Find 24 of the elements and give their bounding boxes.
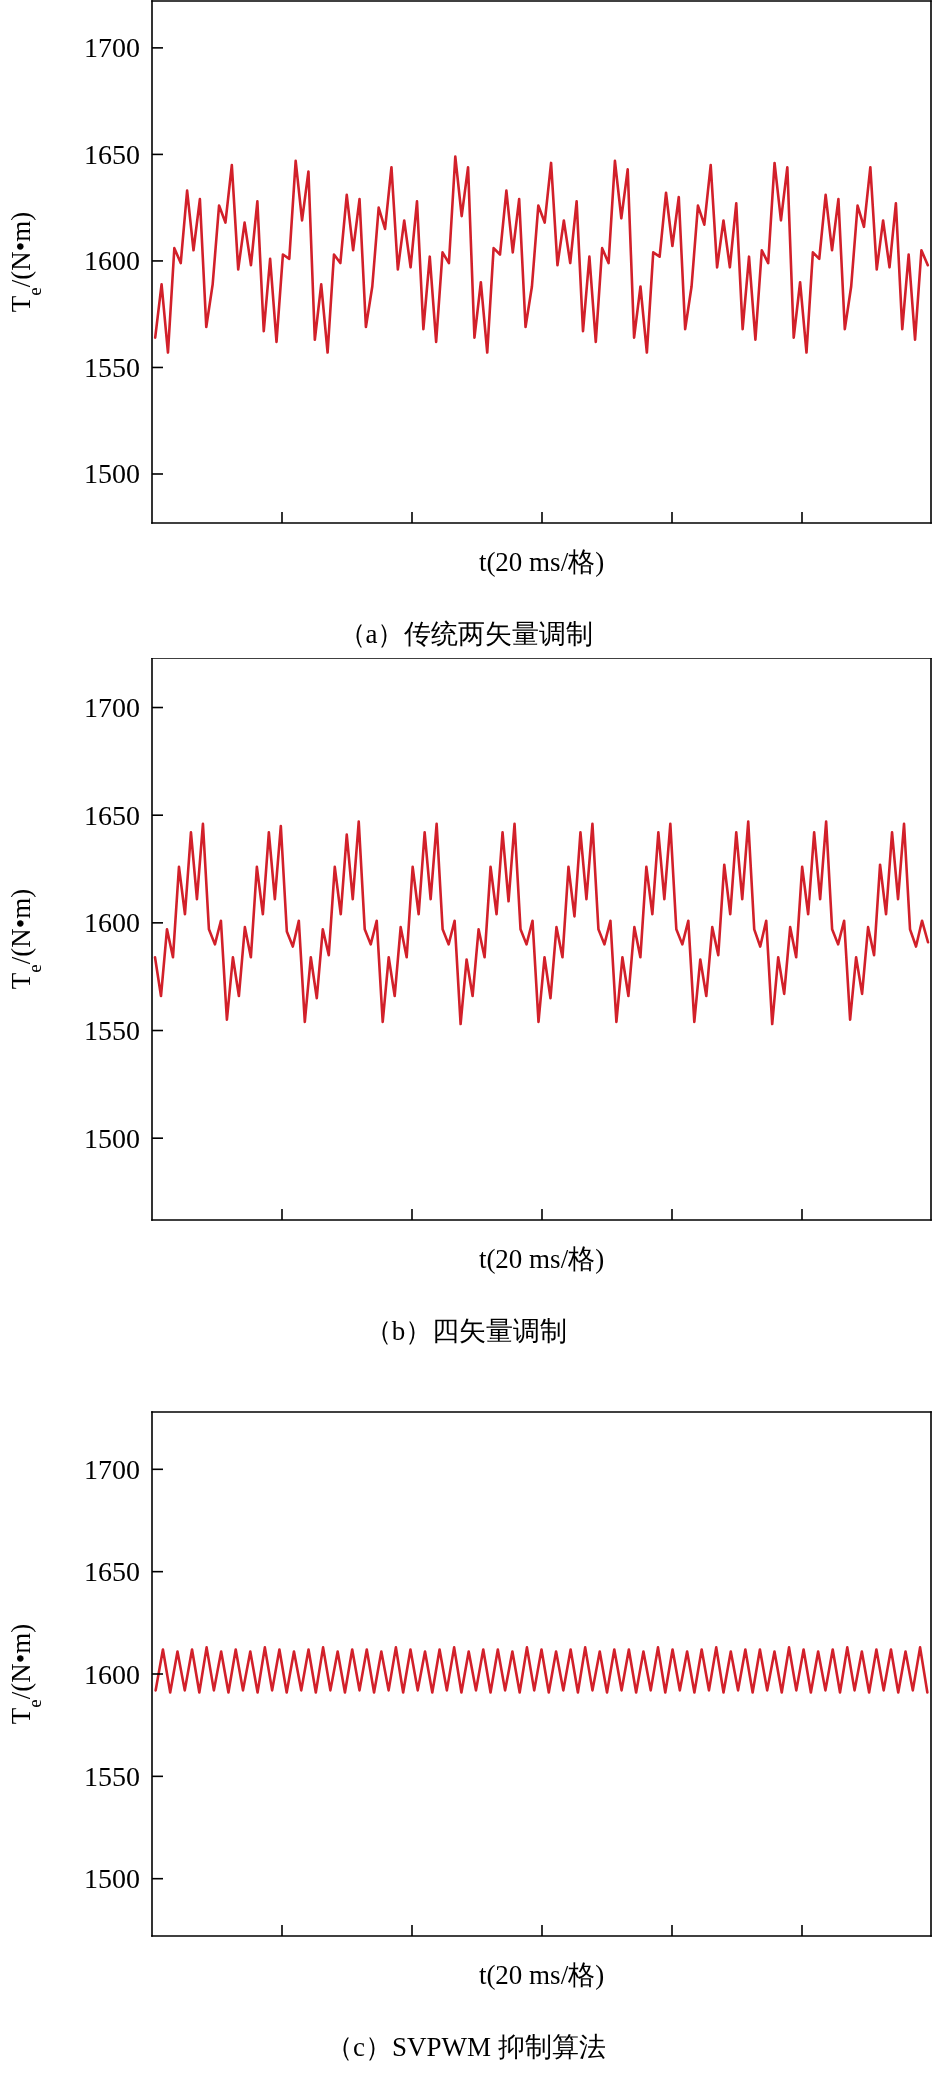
x-axis-title: t(20 ms/格): [478, 1960, 605, 1990]
line-series: [154, 1646, 929, 1694]
y-tick-label: 1500: [84, 1122, 140, 1154]
y-tick-label: 1650: [84, 138, 140, 170]
y-tick-label: 1700: [84, 32, 140, 64]
y-tick-label: 1600: [84, 1658, 140, 1690]
y-tick-label: 1650: [84, 799, 140, 831]
text: （b）四矢量调制: [364, 1316, 568, 1346]
y-tick-label: 1550: [84, 1015, 140, 1047]
y-tick-label: 1500: [84, 458, 140, 490]
y-tick-label: 1700: [84, 692, 140, 724]
y-tick-label: 1700: [84, 1453, 140, 1485]
line-series: [153, 820, 930, 1026]
text: （c）SVPWM 抑制算法: [326, 2032, 606, 2062]
line-series: [153, 155, 930, 354]
y-tick-label: 1600: [84, 245, 140, 277]
y-tick-label: 1500: [84, 1863, 140, 1895]
x-axis-title: t(20 ms/格): [478, 547, 605, 577]
y-tick-label: 1550: [84, 1760, 140, 1792]
y-tick-label: 1600: [84, 907, 140, 939]
y-tick-label: 1650: [84, 1556, 140, 1588]
text: （a）传统两矢量调制: [338, 619, 594, 649]
x-axis-title: t(20 ms/格): [478, 1244, 605, 1274]
y-tick-label: 1550: [84, 351, 140, 383]
